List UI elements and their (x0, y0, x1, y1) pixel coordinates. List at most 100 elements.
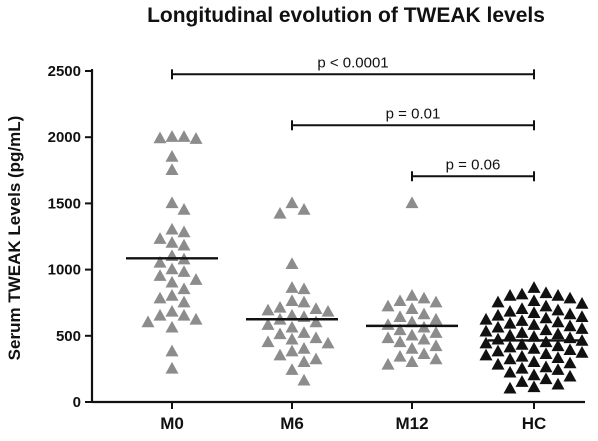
x-tick-label: M6 (280, 414, 304, 433)
data-point (321, 336, 335, 349)
data-point (405, 328, 419, 341)
data-point (563, 369, 577, 382)
data-point (539, 311, 553, 324)
data-point (503, 352, 517, 365)
data-point (309, 302, 323, 314)
x-tick-label: HC (522, 414, 547, 433)
data-point (527, 306, 541, 318)
data-point (551, 327, 565, 340)
y-tick-label: 0 (73, 394, 81, 411)
data-point (153, 131, 167, 144)
data-point (527, 342, 541, 354)
data-point (491, 332, 505, 345)
data-point (539, 360, 553, 373)
data-point (479, 336, 493, 349)
data-point (273, 327, 287, 340)
data-point (165, 236, 179, 248)
data-point (479, 324, 493, 337)
data-point (273, 300, 287, 313)
data-point (479, 312, 493, 325)
data-point (297, 203, 311, 215)
data-point (189, 312, 203, 325)
data-point (515, 361, 529, 374)
data-point (575, 334, 589, 346)
data-point (479, 348, 493, 361)
data-point (153, 308, 167, 321)
data-point (309, 352, 323, 365)
data-point (285, 281, 299, 293)
data-point (285, 320, 299, 333)
data-point (285, 363, 299, 375)
data-point (429, 339, 443, 352)
data-point (515, 375, 529, 387)
data-point (393, 349, 407, 362)
data-point (273, 348, 287, 361)
data-point (405, 289, 419, 301)
data-point (491, 320, 505, 333)
data-point (381, 318, 395, 330)
data-point (405, 315, 419, 328)
data-point (165, 163, 179, 175)
data-point (503, 328, 517, 341)
data-point (297, 342, 311, 354)
y-axis-label: Serum TWEAK Levels (pg/mL) (5, 116, 24, 361)
data-point (177, 203, 191, 215)
significance-bracket: p < 0.0001 (171, 54, 535, 80)
data-point (527, 281, 541, 293)
data-point (309, 315, 323, 328)
data-point (153, 255, 167, 268)
data-point (515, 287, 529, 300)
data-point (551, 363, 565, 375)
median-lines (126, 257, 580, 342)
data-point (165, 320, 179, 333)
data-point (515, 314, 529, 326)
data-point (285, 344, 299, 357)
data-point (575, 345, 589, 358)
significance-bracket: p = 0.06 (411, 156, 535, 182)
data-point (551, 377, 565, 390)
data-point (285, 294, 299, 307)
data-point (273, 206, 287, 219)
data-point (563, 319, 577, 332)
data-point (429, 312, 443, 325)
data-point (393, 310, 407, 322)
data-point (165, 289, 179, 301)
data-point (177, 282, 191, 295)
data-point (285, 308, 299, 321)
data-point (551, 289, 565, 301)
data-point (393, 294, 407, 307)
data-point (153, 232, 167, 244)
data-point (381, 357, 395, 370)
data-point (165, 275, 179, 288)
data-point (177, 238, 191, 251)
data-point (297, 373, 311, 386)
data-point (503, 316, 517, 329)
data-point (177, 265, 191, 277)
data-point (297, 282, 311, 295)
data-point (515, 326, 529, 338)
data-point (539, 372, 553, 385)
data-point (575, 322, 589, 334)
chart-title: Longitudinal evolution of TWEAK levels (147, 4, 545, 27)
data-point (297, 355, 311, 367)
data-point (177, 308, 191, 321)
p-value-label: p = 0.06 (446, 156, 501, 173)
data-point (563, 291, 577, 304)
data-point (261, 318, 275, 330)
data-point (575, 310, 589, 322)
data-points (141, 130, 589, 394)
data-point (153, 291, 167, 304)
y-tick-label: 2000 (48, 129, 81, 146)
data-point (551, 303, 565, 316)
y-tick-label: 1500 (48, 195, 81, 212)
data-point (393, 335, 407, 348)
data-point (165, 150, 179, 162)
x-tick-label: M0 (160, 414, 184, 433)
data-point (165, 361, 179, 374)
data-point (405, 196, 419, 209)
data-point (515, 349, 529, 362)
data-point (141, 315, 155, 328)
data-point (515, 338, 529, 350)
data-point (539, 286, 553, 299)
